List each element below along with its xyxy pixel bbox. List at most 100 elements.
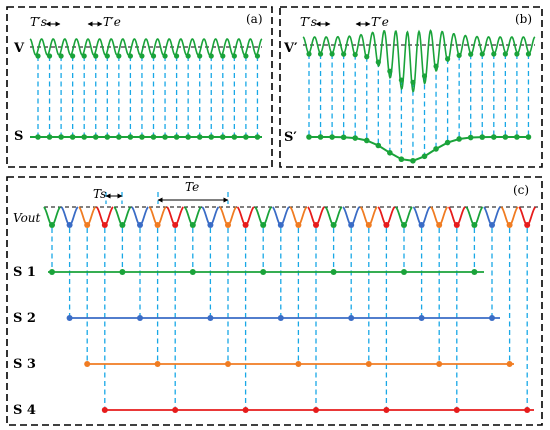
signal-sample-point bbox=[116, 53, 122, 59]
sampled-point bbox=[116, 134, 122, 140]
sampled-point bbox=[502, 134, 509, 140]
sampled-point bbox=[196, 134, 203, 140]
output-sample-point bbox=[453, 222, 460, 228]
panel-a-tag: (a) bbox=[246, 12, 263, 26]
channel-sample-point bbox=[137, 315, 143, 321]
signal-sample-point bbox=[139, 53, 145, 59]
sampled-point bbox=[375, 142, 382, 149]
output-sample-point bbox=[101, 222, 108, 228]
sampled-point bbox=[46, 134, 53, 140]
panel-b-sampled-line bbox=[309, 136, 529, 162]
output-sample-point bbox=[418, 222, 425, 228]
panel-a-signal-label: V bbox=[13, 41, 25, 56]
signal-sample-point bbox=[127, 53, 133, 59]
output-sample-point bbox=[383, 222, 390, 228]
signal-sample-point bbox=[93, 53, 99, 59]
signal-sample-point bbox=[398, 77, 404, 83]
channel-sample-point bbox=[436, 361, 443, 367]
sampled-point bbox=[421, 153, 428, 160]
signal-sample-point bbox=[317, 51, 324, 57]
panel-c-output-wave bbox=[43, 206, 537, 226]
sampled-point bbox=[35, 134, 41, 140]
sampled-point bbox=[514, 134, 520, 140]
output-sample-point bbox=[242, 222, 249, 228]
output-sample-point bbox=[401, 222, 407, 228]
output-sample-point bbox=[506, 222, 513, 228]
panel-b: (b) V′ S′ T′s T′e bbox=[279, 6, 543, 168]
sampled-point bbox=[525, 134, 532, 140]
signal-sample-point bbox=[243, 53, 249, 59]
panel-b-ts-label: T′s bbox=[300, 15, 317, 29]
sampled-point bbox=[162, 134, 168, 140]
channel-sample-point bbox=[506, 361, 513, 367]
signal-sample-point bbox=[254, 53, 261, 59]
channel-sample-point bbox=[418, 315, 425, 321]
channel-sample-point bbox=[313, 407, 319, 413]
sampled-point bbox=[329, 134, 335, 140]
signal-sample-point bbox=[58, 53, 64, 59]
sampled-point bbox=[208, 134, 215, 140]
output-sample-point bbox=[260, 222, 267, 228]
panel-c-channel-1-label: S 1 bbox=[13, 265, 36, 280]
sampled-point bbox=[363, 137, 370, 144]
panel-a-signal-samples bbox=[35, 53, 261, 59]
signal-sample-point bbox=[364, 54, 370, 60]
signal-sample-point bbox=[162, 53, 168, 59]
signal-sample-point bbox=[525, 51, 532, 57]
channel-sample-point bbox=[489, 315, 495, 321]
output-sample-point bbox=[189, 222, 196, 228]
channel-sample-point bbox=[524, 407, 531, 413]
output-sample-point bbox=[154, 222, 161, 228]
signal-sample-point bbox=[208, 53, 214, 59]
signal-sample-point bbox=[421, 73, 428, 79]
output-sample-point bbox=[524, 222, 531, 228]
signal-sample-point bbox=[150, 53, 157, 59]
sampled-point bbox=[58, 134, 64, 140]
channel-sample-point bbox=[383, 407, 390, 413]
sampled-point bbox=[231, 134, 238, 140]
output-sample-point bbox=[489, 222, 495, 228]
signal-sample-point bbox=[514, 51, 520, 57]
channel-sample-point bbox=[84, 361, 91, 367]
sampled-point bbox=[387, 149, 393, 156]
panel-c: (c) Vout S 1 S 2 S 3 S 4 Ts Te bbox=[6, 176, 543, 426]
signal-sample-point bbox=[341, 51, 347, 57]
output-sample-point bbox=[277, 222, 284, 228]
channel-sample-point bbox=[401, 269, 407, 275]
signal-sample-point bbox=[375, 59, 381, 65]
output-sample-point bbox=[119, 222, 126, 228]
panel-b-signal-label: V′ bbox=[283, 41, 298, 56]
channel-sample-point bbox=[330, 269, 337, 275]
panel-c-signal-label: Vout bbox=[13, 211, 41, 225]
panel-c-channel-lines bbox=[48, 271, 534, 411]
output-sample-point bbox=[348, 222, 355, 228]
sampled-point bbox=[173, 134, 180, 140]
panel-b-sample-lines bbox=[308, 54, 530, 161]
signal-sample-point bbox=[104, 53, 110, 59]
panel-b-tag: (b) bbox=[515, 12, 532, 26]
sampled-point bbox=[243, 134, 249, 140]
signal-sample-point bbox=[329, 51, 335, 57]
output-sample-point bbox=[313, 222, 319, 228]
signal-sample-point bbox=[468, 51, 474, 57]
sampled-point bbox=[410, 157, 416, 164]
channel-sample-point bbox=[471, 269, 478, 275]
output-sample-point bbox=[295, 222, 302, 228]
panel-a-signal-wave bbox=[29, 38, 263, 56]
panel-a-sampled-points bbox=[35, 134, 261, 140]
output-sample-point bbox=[471, 222, 478, 228]
sampled-point bbox=[306, 134, 312, 140]
panel-a-frame bbox=[6, 6, 273, 168]
signal-sample-point bbox=[81, 53, 87, 59]
channel-sample-point bbox=[119, 269, 126, 275]
signal-sample-point bbox=[185, 53, 191, 59]
channel-sample-point bbox=[365, 361, 372, 367]
channel-sample-point bbox=[154, 361, 161, 367]
channel-sample-point bbox=[277, 315, 284, 321]
sampled-point bbox=[69, 134, 76, 140]
sampled-point bbox=[254, 134, 261, 140]
panel-b-signal-wave bbox=[302, 29, 536, 93]
channel-sample-point bbox=[225, 361, 231, 367]
panel-a-sample-lines bbox=[37, 56, 259, 137]
panel-c-tag: (c) bbox=[513, 183, 529, 197]
